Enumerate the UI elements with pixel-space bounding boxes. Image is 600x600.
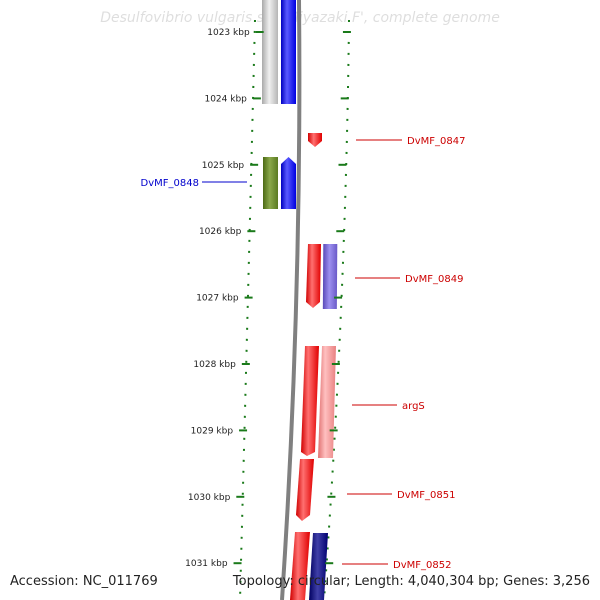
scale-tick-label: 1028 kbp xyxy=(193,360,236,370)
scale-ticks: 1023 kbp 1024 kbp 1025 kbp 1026 kbp 1027 kbp… xyxy=(185,28,351,569)
gene-labels: DvMF_0847 DvMF_0848 DvMF_0849 argS DvMF_0851… xyxy=(141,136,466,571)
gene-feature-args-cog[interactable] xyxy=(318,346,336,458)
gene-label[interactable]: DvMF_0852 xyxy=(393,560,451,571)
gene-label[interactable]: DvMF_0851 xyxy=(397,490,455,501)
gene-feature-dvmf-0849[interactable] xyxy=(306,244,321,308)
accession-text: Accession: NC_011769 xyxy=(10,574,158,589)
scale-tick-label: 1029 kbp xyxy=(191,426,234,436)
gene-feature-reverse[interactable] xyxy=(281,0,296,104)
inner-ring-dotted xyxy=(239,19,256,600)
scale-tick-label: 1023 kbp xyxy=(207,28,250,38)
outer-ring-dotted xyxy=(323,19,350,600)
scale-tick-label: 1024 kbp xyxy=(204,94,247,104)
scale-tick-label: 1025 kbp xyxy=(202,161,245,171)
gene-feature-dvmf-0848-cog[interactable] xyxy=(263,157,278,209)
topology-text: Topology: circular; Length: 4,040,304 bp… xyxy=(232,574,590,589)
gene-feature-dvmf-0848[interactable] xyxy=(281,157,296,209)
gene-label[interactable]: DvMF_0848 xyxy=(141,178,199,189)
gene-label[interactable]: DvMF_0847 xyxy=(407,136,465,147)
gene-feature-reverse[interactable] xyxy=(262,0,278,104)
genome-backbone xyxy=(280,0,302,600)
scale-tick-label: 1030 kbp xyxy=(188,493,231,503)
gene-feature-dvmf-0847[interactable] xyxy=(308,133,322,147)
scale-tick-label: 1026 kbp xyxy=(199,227,242,237)
gene-feature-dvmf-0852-cog[interactable] xyxy=(309,533,328,600)
scale-tick-label: 1027 kbp xyxy=(196,294,239,304)
scale-tick-label: 1031 kbp xyxy=(185,559,228,569)
gene-label[interactable]: DvMF_0849 xyxy=(405,274,463,285)
gene-feature-dvmf-0852[interactable] xyxy=(290,532,310,600)
gene-label[interactable]: argS xyxy=(402,401,425,412)
gene-feature-dvmf-0849-cog[interactable] xyxy=(322,244,338,309)
gene-feature-args[interactable] xyxy=(301,346,319,456)
gene-feature-dvmf-0851[interactable] xyxy=(296,459,314,521)
